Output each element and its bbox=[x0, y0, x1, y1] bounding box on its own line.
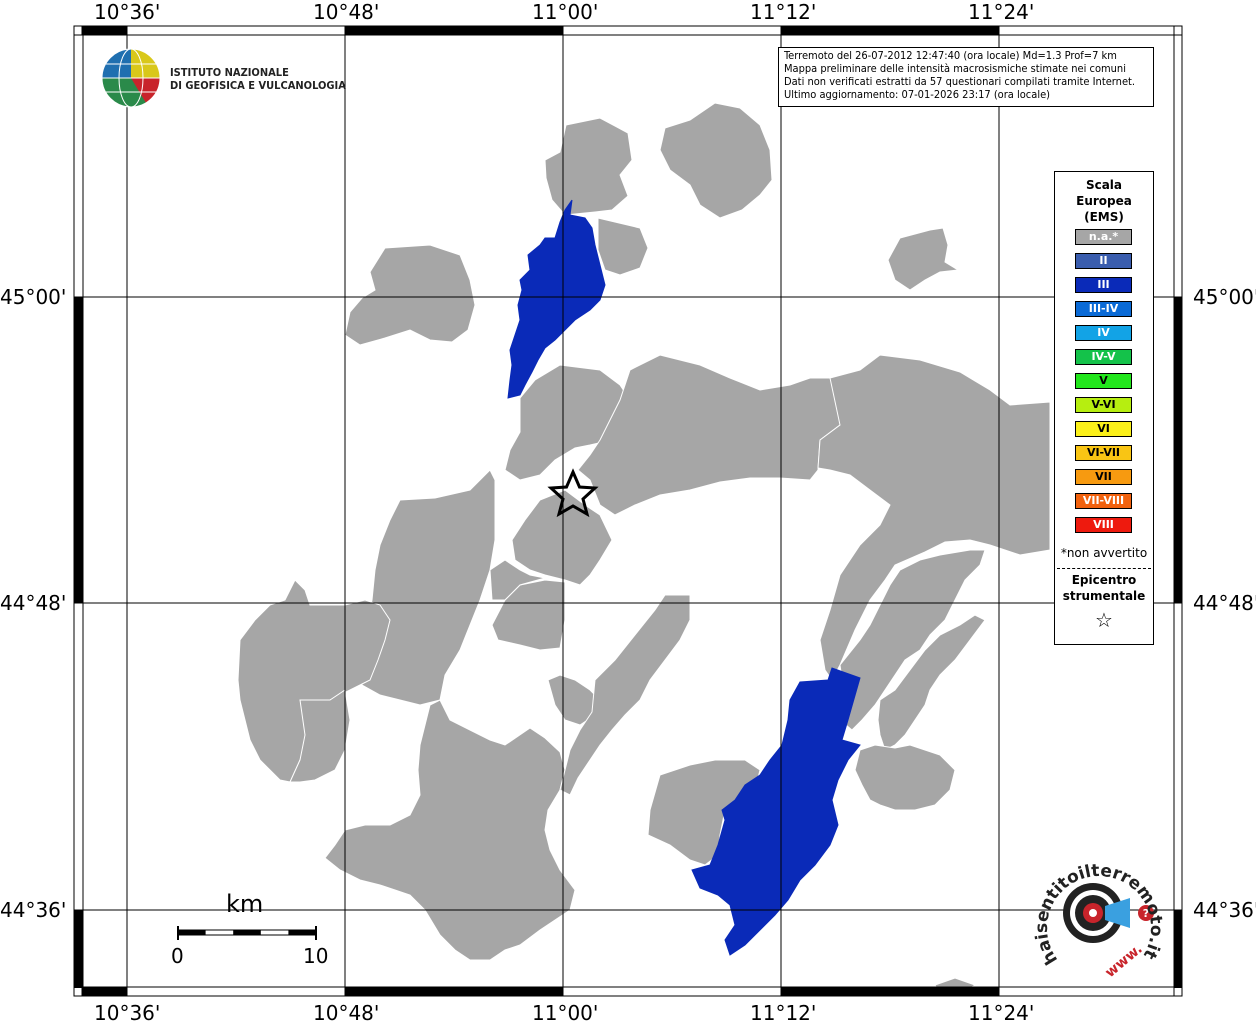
scale-unit: km bbox=[226, 890, 264, 918]
municipality-east-large bbox=[817, 354, 1051, 681]
municipality-west-3 bbox=[289, 689, 351, 783]
lon-label-top-4: 11°12' bbox=[750, 0, 817, 24]
legend-item-4: IV bbox=[1075, 325, 1132, 341]
lon-label-top-2: 10°48' bbox=[313, 0, 380, 24]
info-line-1: Terremoto del 26-07-2012 12:47:40 (ora l… bbox=[784, 49, 1117, 62]
municipality-southeast-4 bbox=[854, 744, 956, 811]
info-line-2: Mappa preliminare delle intensità macros… bbox=[784, 62, 1126, 75]
lon-label-top-1: 10°36' bbox=[94, 0, 161, 24]
epicenter-star-icon bbox=[547, 468, 599, 518]
legend-item-10: VII bbox=[1075, 469, 1132, 485]
legend-note: *non avvertito bbox=[1060, 546, 1148, 560]
lat-label-right-3: 44°36' bbox=[1193, 898, 1256, 922]
municipality-southeast-1 bbox=[647, 759, 761, 866]
municipality-south-center-2 bbox=[559, 594, 691, 796]
lon-label-bottom-5: 11°24' bbox=[968, 1001, 1035, 1025]
municipality-west-2 bbox=[237, 579, 391, 783]
legend-item-9: VI-VII bbox=[1075, 445, 1132, 461]
lon-label-top-5: 11°24' bbox=[968, 0, 1035, 24]
municipality-northeast bbox=[659, 102, 773, 219]
map-frame bbox=[73, 25, 1183, 997]
municipality-east-small bbox=[887, 227, 960, 291]
graticule bbox=[74, 26, 1182, 996]
municipality-blue-north bbox=[507, 199, 606, 399]
legend-title-line3: (EMS) bbox=[1084, 210, 1124, 224]
legend-item-1: II bbox=[1075, 253, 1132, 269]
municipality-center-3 bbox=[489, 559, 546, 601]
lon-label-bottom-3: 11°00' bbox=[532, 1001, 599, 1025]
info-line-3: Dati non verificati estratti da 57 quest… bbox=[784, 75, 1136, 88]
scale-end: 10 bbox=[303, 944, 329, 968]
legend-item-11: VII-VIII bbox=[1075, 493, 1132, 509]
legend-epicenter-line1: Epicentro bbox=[1071, 573, 1137, 587]
svg-text:?: ? bbox=[1143, 907, 1149, 920]
municipality-blue-southeast bbox=[691, 667, 861, 956]
municipality-southeast-2 bbox=[839, 549, 986, 731]
legend-item-8: VI bbox=[1075, 421, 1132, 437]
hsit-logo-icon: ? bbox=[1063, 883, 1154, 943]
lon-label-bottom-1: 10°36' bbox=[94, 1001, 161, 1025]
municipality-central-1 bbox=[504, 364, 631, 481]
lon-label-bottom-4: 11°12' bbox=[750, 1001, 817, 1025]
lat-label-right-2: 44°48' bbox=[1193, 591, 1256, 615]
municipality-north-2 bbox=[597, 217, 649, 276]
legend-item-6: V bbox=[1075, 373, 1132, 389]
legend-separator bbox=[1057, 568, 1151, 569]
legend-item-2: III bbox=[1075, 277, 1132, 293]
lon-label-bottom-2: 10°48' bbox=[313, 1001, 380, 1025]
gray-municipalities bbox=[237, 102, 1051, 996]
scale-bar bbox=[177, 926, 317, 940]
legend-epicenter-title: Epicentro strumentale bbox=[1055, 572, 1153, 604]
legend-title-line1: Scala bbox=[1085, 178, 1123, 192]
lat-label-left-2: 44°48' bbox=[0, 591, 67, 615]
ingv-logo-icon bbox=[101, 48, 161, 108]
municipality-north-1 bbox=[544, 117, 633, 216]
legend-item-5: IV-V bbox=[1075, 349, 1132, 365]
legend-title-line2: Europea bbox=[1076, 194, 1132, 208]
legend-title: Scala Europea (EMS) bbox=[1055, 177, 1153, 225]
municipality-central-east bbox=[577, 354, 846, 516]
municipality-center-2 bbox=[491, 579, 566, 651]
info-line-4: Ultimo aggiornamento: 07-01-2026 23:17 (… bbox=[784, 88, 1051, 101]
blue-municipalities bbox=[507, 199, 861, 956]
legend-item-7: V-VI bbox=[1075, 397, 1132, 413]
lat-label-right-1: 45°00' bbox=[1193, 285, 1256, 309]
lat-label-left-1: 45°00' bbox=[0, 285, 67, 309]
municipality-southwest bbox=[324, 699, 576, 961]
legend-epicenter-line2: strumentale bbox=[1062, 589, 1146, 603]
legend-epicenter-star-icon: ☆ bbox=[1095, 608, 1113, 632]
lon-label-top-3: 11°00' bbox=[532, 0, 599, 24]
lat-label-left-3: 44°36' bbox=[0, 898, 67, 922]
earthquake-info-box: Terremoto del 26-07-2012 12:47:40 (ora l… bbox=[778, 47, 1154, 107]
legend-item-3: III-IV bbox=[1075, 301, 1132, 317]
ems-legend: Scala Europea (EMS) n.a.* II III III-IV IV IV… bbox=[1054, 171, 1154, 645]
ingv-name-line2: DI GEOFISICA E VULCANOLOGIA bbox=[170, 79, 346, 92]
municipality-west-north bbox=[344, 244, 476, 346]
legend-item-12: VIII bbox=[1075, 517, 1132, 533]
ingv-name-line1: ISTITUTO NAZIONALE bbox=[170, 66, 289, 79]
scale-start: 0 bbox=[171, 944, 184, 968]
legend-item-0: n.a.* bbox=[1075, 229, 1132, 245]
